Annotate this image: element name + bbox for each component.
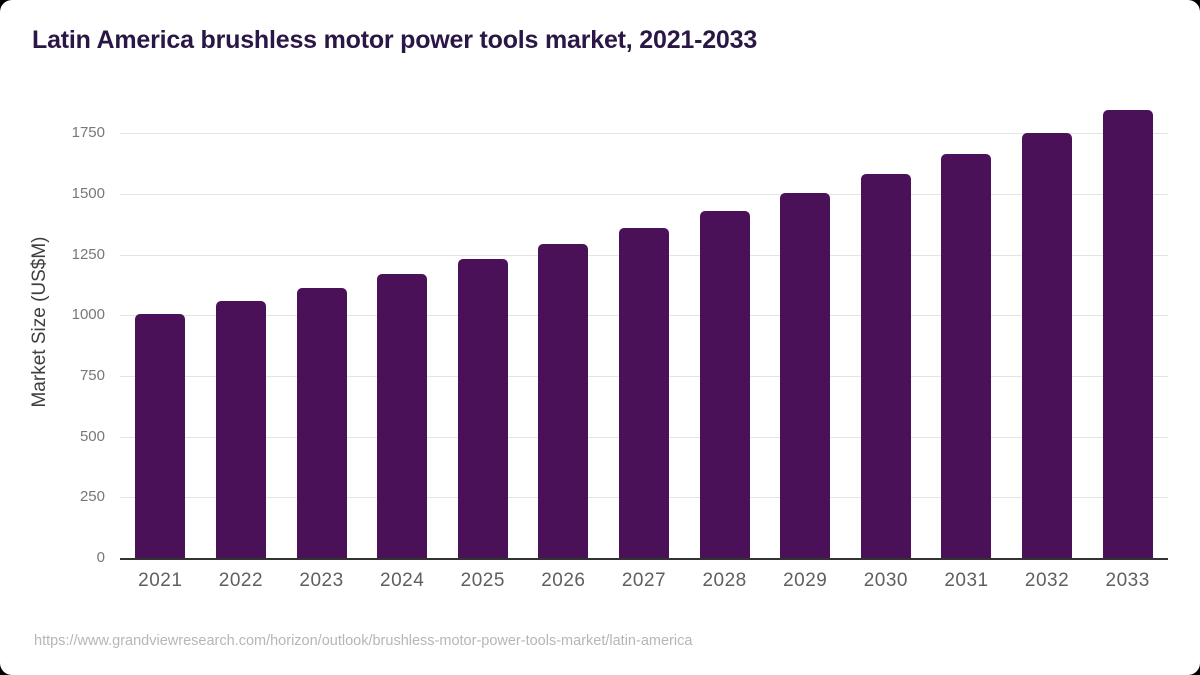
y-tick-label: 250 bbox=[79, 488, 105, 506]
bar bbox=[215, 301, 266, 558]
bar bbox=[699, 210, 750, 558]
plot-area: Market Size (US$M) 0 250 500 750 1000 1250 150… bbox=[29, 95, 1168, 591]
x-tick-label: 2022 bbox=[218, 570, 264, 591]
y-tick-label: 0 bbox=[96, 549, 105, 566]
bar bbox=[377, 273, 428, 558]
x-tick-label: 2028 bbox=[702, 570, 747, 591]
x-tick-label: 2032 bbox=[1024, 570, 1070, 591]
y-tick-label: 500 bbox=[79, 427, 105, 445]
x-tick-label: 2031 bbox=[944, 570, 989, 591]
y-tick-label: 1750 bbox=[71, 124, 105, 142]
bar bbox=[296, 288, 347, 558]
bar bbox=[1022, 132, 1073, 558]
x-tick-label: 2029 bbox=[783, 570, 828, 591]
bar bbox=[135, 314, 186, 558]
x-tick-label: 2025 bbox=[460, 570, 505, 591]
bar bbox=[538, 243, 589, 558]
x-tick-label: 2021 bbox=[138, 570, 183, 591]
x-tick-label: 2030 bbox=[863, 570, 908, 591]
gridline bbox=[120, 133, 1168, 135]
bar bbox=[780, 192, 831, 558]
bar bbox=[1102, 110, 1153, 558]
bar bbox=[457, 259, 508, 558]
y-tick-label: 1000 bbox=[71, 306, 105, 324]
chart-title: Latin America brushless motor power tool… bbox=[32, 26, 758, 54]
y-tick-label: 1250 bbox=[71, 245, 105, 263]
gridline bbox=[120, 193, 1168, 195]
y-tick-label: 750 bbox=[79, 366, 105, 384]
x-tick-label: 2033 bbox=[1105, 570, 1150, 591]
x-tick-label: 2023 bbox=[299, 570, 344, 591]
x-tick-label: 2024 bbox=[380, 570, 425, 591]
bar bbox=[619, 227, 669, 558]
source-url: https://www.grandviewresearch.com/horizo… bbox=[34, 633, 693, 649]
bar bbox=[860, 173, 911, 558]
y-axis-title: Market Size (US$M) bbox=[29, 236, 50, 408]
x-tick-label: 2027 bbox=[621, 570, 667, 591]
y-tick-label: 1500 bbox=[71, 184, 105, 202]
bar bbox=[941, 153, 992, 558]
x-tick-label: 2026 bbox=[541, 570, 586, 591]
